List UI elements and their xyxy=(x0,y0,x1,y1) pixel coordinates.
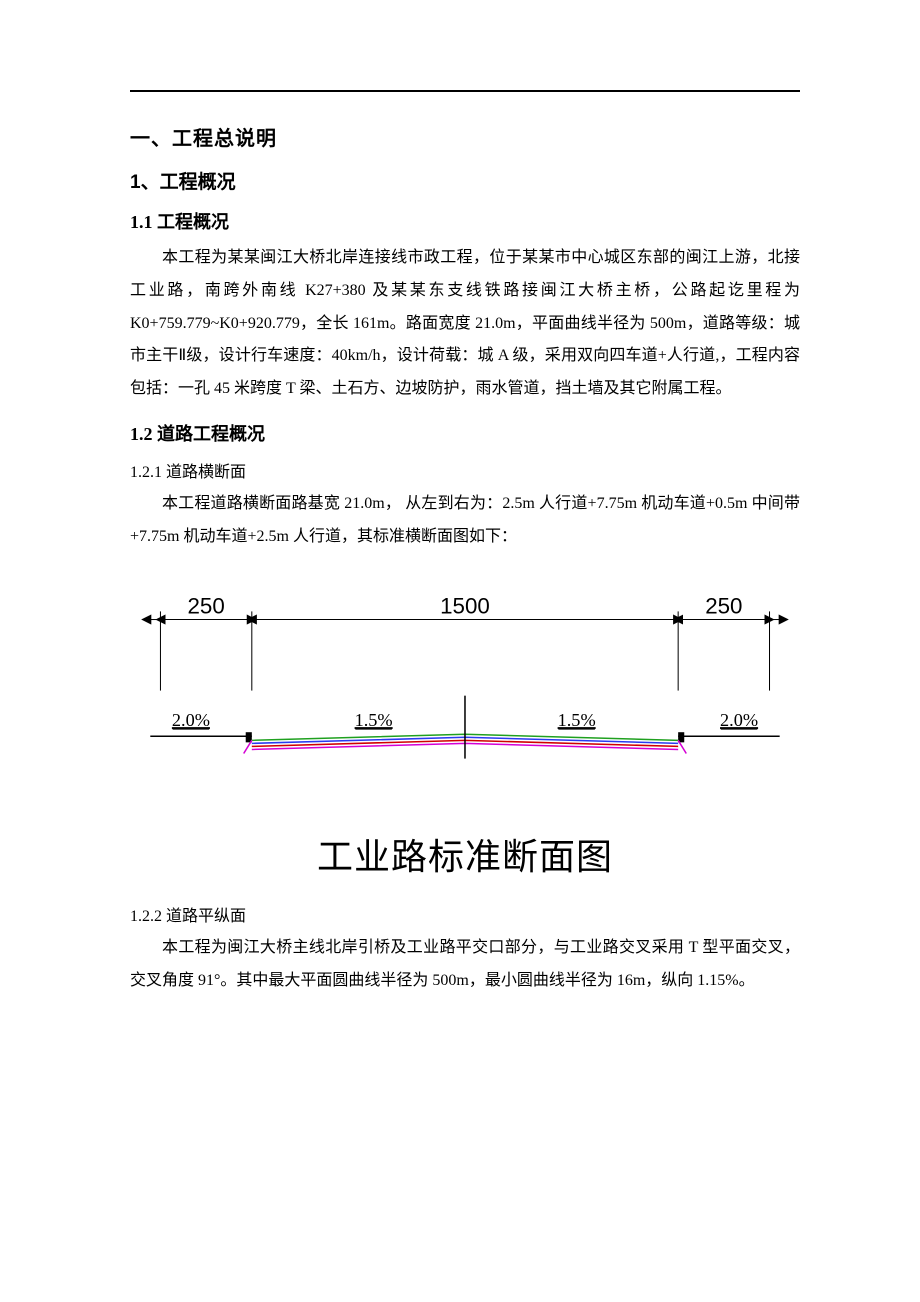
svg-text:1.5%: 1.5% xyxy=(558,710,596,730)
diagram-title: 工业路标准断面图 xyxy=(130,828,800,880)
cross-section-diagram: 250 1500 250 2.0% 1.5% 1.5% 2.0% xyxy=(130,584,800,802)
heading-level-1: 一、工程总说明 xyxy=(130,122,800,151)
paragraph-overview: 本工程为某某闽江大桥北岸连接线市政工程，位于某某市中心城区东部的闽江上游，北接工… xyxy=(130,242,800,406)
heading-1-1: 1.1 工程概况 xyxy=(130,208,800,234)
heading-1-2: 1.2 道路工程概况 xyxy=(130,420,800,446)
svg-text:250: 250 xyxy=(188,593,225,618)
document-page: 一、工程总说明 1、工程概况 1.1 工程概况 本工程为某某闽江大桥北岸连接线市… xyxy=(0,0,920,1302)
svg-text:1500: 1500 xyxy=(440,593,490,618)
svg-text:1.5%: 1.5% xyxy=(355,710,393,730)
svg-text:2.0%: 2.0% xyxy=(172,710,210,730)
svg-text:2.0%: 2.0% xyxy=(720,710,758,730)
top-rule xyxy=(130,90,800,92)
paragraph-cross-section: 本工程道路横断面路基宽 21.0m， 从左到右为：2.5m 人行道+7.75m … xyxy=(130,488,800,554)
cross-section-svg: 250 1500 250 2.0% 1.5% 1.5% 2.0% xyxy=(130,584,800,797)
paragraph-plan-profile: 本工程为闽江大桥主线北岸引桥及工业路平交口部分，与工业路交叉采用 T 型平面交叉… xyxy=(130,932,800,998)
heading-1-2-2: 1.2.2 道路平纵面 xyxy=(130,902,800,926)
heading-1: 1、工程概况 xyxy=(130,167,800,194)
svg-text:250: 250 xyxy=(705,593,742,618)
heading-1-2-1: 1.2.1 道路横断面 xyxy=(130,458,800,482)
